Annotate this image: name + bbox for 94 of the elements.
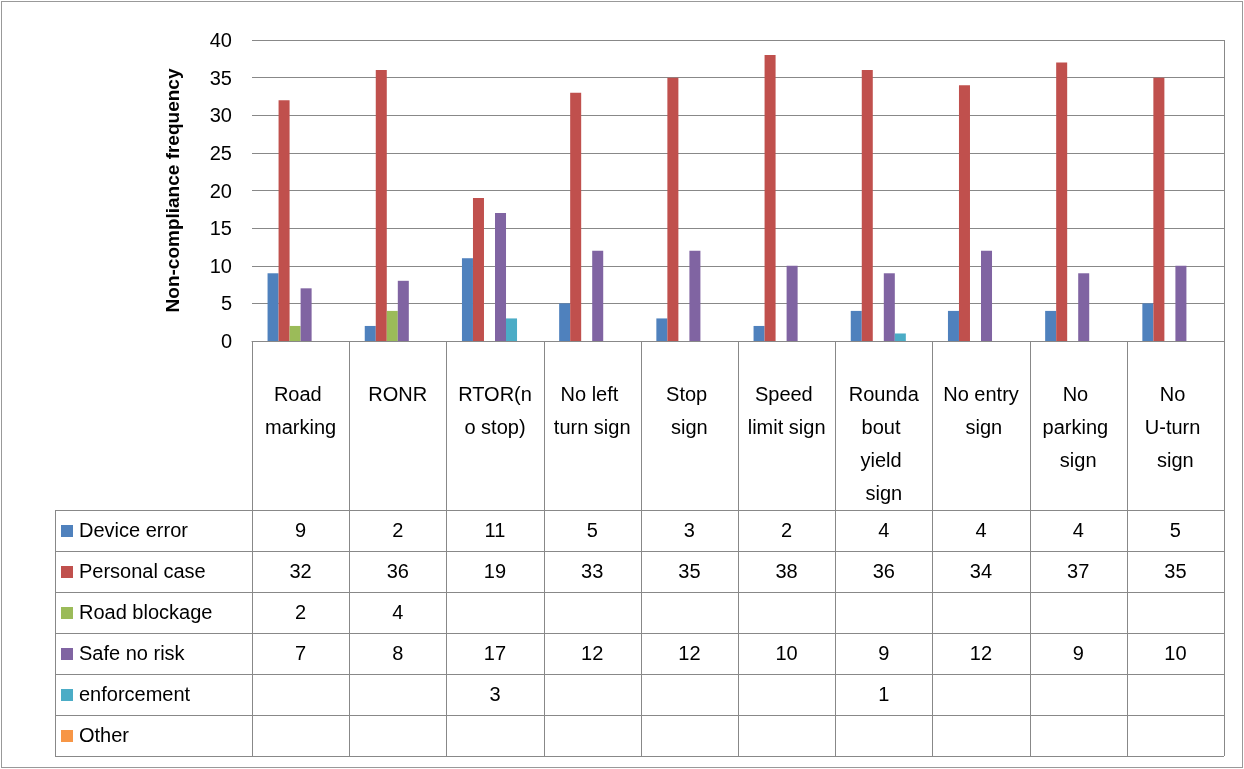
x-tick-label: RTOR(no stop) — [458, 382, 532, 438]
data-label: 36 — [385, 559, 410, 584]
bar — [506, 318, 518, 341]
data-label: 9 — [877, 641, 891, 666]
bar — [267, 273, 279, 341]
bar — [495, 213, 507, 341]
x-tick-label: No U-turn sign — [1144, 382, 1206, 471]
bar — [364, 325, 376, 341]
bar — [375, 70, 387, 341]
y-tick-label: 40 — [209, 29, 232, 51]
legend-label: Safe no risk — [78, 641, 186, 666]
x-tick-label: No entry sign — [943, 382, 1019, 438]
bar — [386, 310, 398, 341]
data-label: 2 — [391, 518, 405, 543]
data-label: 4 — [391, 600, 405, 625]
data-label: 4 — [974, 518, 988, 543]
data-label: 10 — [774, 641, 799, 666]
bar — [1056, 62, 1068, 341]
y-tick-label: 10 — [209, 254, 232, 277]
data-label: 7 — [294, 641, 308, 666]
bar — [472, 198, 484, 341]
bar — [981, 250, 993, 341]
bar — [958, 85, 970, 341]
x-tick-label: No parking sign — [1042, 382, 1114, 471]
data-label: 34 — [968, 559, 994, 584]
x-tick-label: No left turn sign — [553, 382, 631, 438]
data-label: 11 — [483, 518, 507, 543]
bar — [559, 303, 571, 341]
data-label: 19 — [482, 559, 508, 584]
data-label: 1 — [877, 682, 891, 707]
data-label: 4 — [1071, 518, 1085, 543]
data-label: 8 — [391, 641, 405, 666]
bar — [786, 265, 798, 341]
y-tick-label: 5 — [220, 292, 232, 315]
data-label: 12 — [677, 641, 702, 666]
bar — [1153, 77, 1165, 341]
x-tick-label: Stop sign — [666, 382, 713, 438]
bar — [397, 280, 409, 341]
bar — [689, 250, 701, 341]
bar — [753, 325, 765, 341]
x-tick-label: RONR — [368, 382, 428, 405]
bar — [278, 100, 290, 341]
data-label: 2 — [294, 600, 308, 625]
data-label: 5 — [585, 518, 599, 543]
bar — [1078, 273, 1090, 341]
bar — [894, 333, 906, 341]
data-label: 3 — [488, 682, 502, 707]
data-label: 32 — [288, 559, 313, 584]
legend-label: Other — [78, 723, 131, 748]
bar — [300, 288, 312, 341]
legend-label: Personal case — [78, 559, 207, 584]
data-label: 12 — [580, 641, 605, 666]
data-label: 37 — [1066, 559, 1091, 584]
bar — [947, 310, 959, 341]
y-axis-title: Non-compliance frequency — [162, 68, 183, 313]
bar — [1142, 303, 1154, 341]
bar — [289, 325, 301, 341]
y-tick-label: 35 — [209, 66, 232, 89]
legend-label: Device error — [78, 518, 189, 543]
x-tick-label: Road marking — [265, 382, 337, 438]
x-tick-label: Speed limit sign — [747, 382, 826, 438]
bar — [1045, 310, 1057, 341]
data-label: 36 — [871, 559, 896, 584]
bar — [461, 258, 473, 341]
data-label: 35 — [1163, 559, 1188, 584]
y-tick-label: 30 — [209, 104, 232, 127]
y-tick-label: 15 — [209, 217, 232, 240]
data-label: 38 — [774, 559, 799, 584]
data-label: 5 — [1168, 518, 1182, 543]
data-label: 33 — [580, 559, 605, 584]
data-label: 35 — [677, 559, 702, 584]
data-label: 9 — [1071, 641, 1085, 666]
bar — [883, 273, 895, 341]
data-label: 4 — [877, 518, 891, 543]
y-tick-label: 20 — [209, 179, 232, 202]
data-label: 12 — [968, 641, 994, 666]
x-tick-label: Roundabout yield sign — [848, 382, 920, 504]
data-label: 10 — [1163, 641, 1188, 666]
data-label: 9 — [294, 518, 308, 543]
bar — [850, 310, 862, 341]
y-tick-label: 25 — [209, 141, 232, 164]
data-label: 2 — [780, 518, 794, 543]
bar — [656, 318, 668, 341]
bar — [861, 70, 873, 341]
bar — [592, 250, 604, 341]
bar — [667, 77, 679, 341]
data-label: 3 — [682, 518, 696, 543]
bar — [1175, 265, 1187, 341]
y-tick-label: 0 — [220, 330, 232, 352]
bar — [570, 92, 582, 341]
legend-label: Road blockage — [78, 600, 214, 625]
legend-label: enforcement — [78, 682, 192, 707]
bar — [764, 55, 776, 341]
data-label: 17 — [482, 641, 508, 666]
